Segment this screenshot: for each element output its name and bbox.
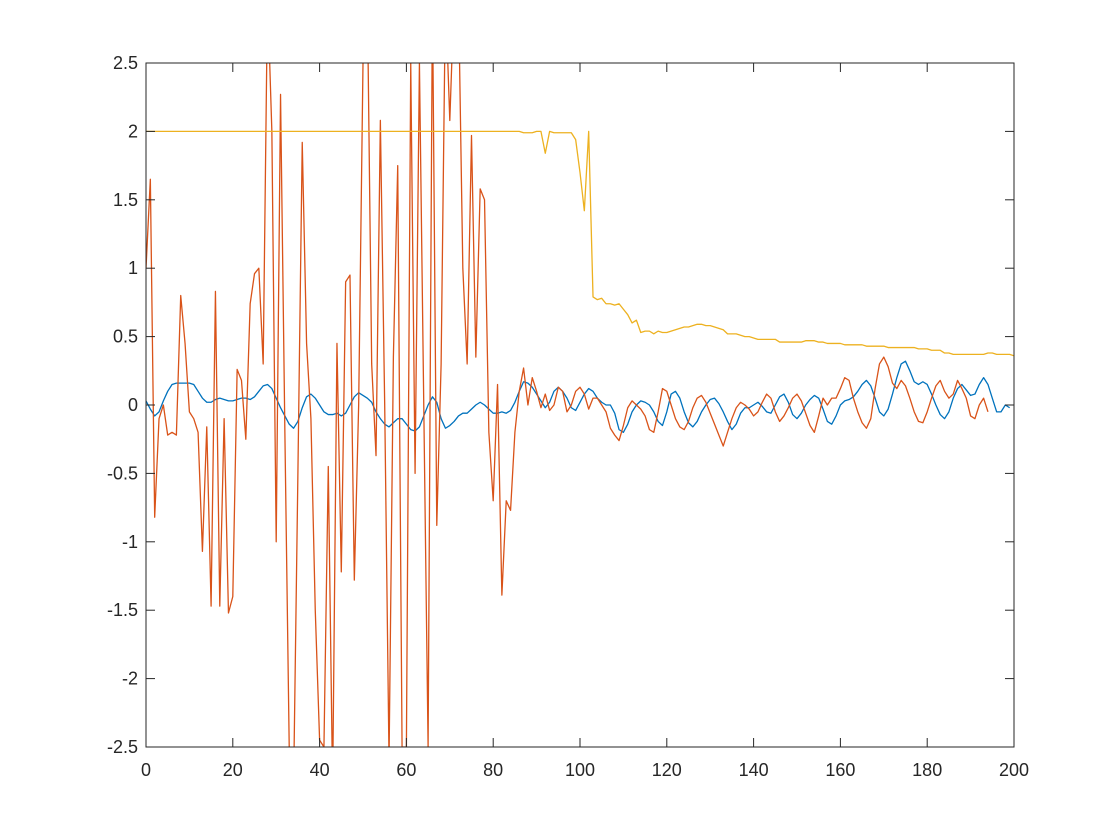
x-tick-label: 180	[912, 760, 942, 780]
y-tick-label: -2	[122, 669, 138, 689]
y-tick-label: 1.5	[113, 190, 138, 210]
x-tick-label: 40	[310, 760, 330, 780]
y-tick-labels: -2.5 -2 -1.5 -1 -0.5 0 0.5 1 1.5 2 2.5	[107, 53, 138, 757]
x-tick-label: 100	[565, 760, 595, 780]
y-tick-label: -1.5	[107, 600, 138, 620]
y-tick-label: -0.5	[107, 463, 138, 483]
plot-area-box	[145, 62, 1015, 748]
x-tick-label: 80	[483, 760, 503, 780]
x-tick-label: 0	[141, 760, 151, 780]
x-tick-label: 20	[223, 760, 243, 780]
y-tick-label: 2	[128, 121, 138, 141]
x-tick-label: 120	[652, 760, 682, 780]
x-tick-labels: 0 20 40 60 80 100 120 140 160 180 200	[141, 760, 1029, 780]
series-line-2	[146, 63, 989, 747]
series-layer	[146, 63, 1014, 747]
y-tick-label: 1	[128, 258, 138, 278]
y-tick-label: 0	[128, 395, 138, 415]
plot-area-outline	[145, 62, 1015, 748]
x-tick-label: 160	[825, 760, 855, 780]
y-tick-label: -1	[122, 532, 138, 552]
y-tick-label: 0.5	[113, 327, 138, 347]
y-tick-label: 2.5	[113, 53, 138, 73]
series-line-3	[146, 130, 1014, 357]
series-line-1	[146, 360, 1011, 434]
x-tick-label: 140	[739, 760, 769, 780]
y-tick-label: -2.5	[107, 737, 138, 757]
x-tick-label: 200	[999, 760, 1029, 780]
x-tick-label: 60	[396, 760, 416, 780]
